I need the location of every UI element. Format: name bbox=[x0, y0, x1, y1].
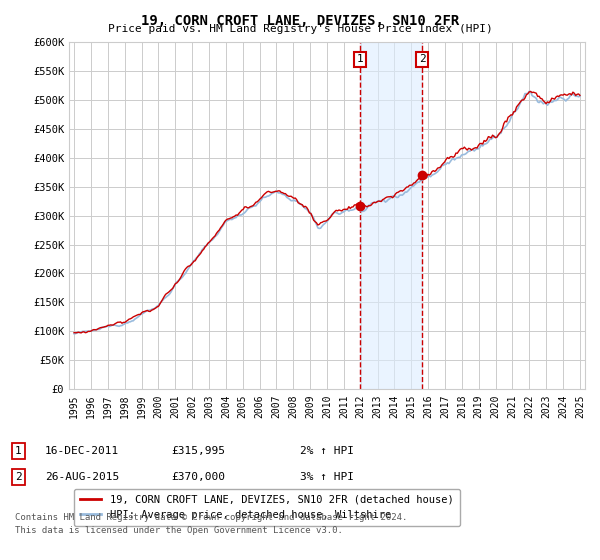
Text: This data is licensed under the Open Government Licence v3.0.: This data is licensed under the Open Gov… bbox=[15, 526, 343, 535]
Text: £370,000: £370,000 bbox=[171, 472, 225, 482]
Text: 26-AUG-2015: 26-AUG-2015 bbox=[45, 472, 119, 482]
Text: 2% ↑ HPI: 2% ↑ HPI bbox=[300, 446, 354, 456]
Text: 2: 2 bbox=[419, 54, 425, 64]
Text: £315,995: £315,995 bbox=[171, 446, 225, 456]
Text: Contains HM Land Registry data © Crown copyright and database right 2024.: Contains HM Land Registry data © Crown c… bbox=[15, 513, 407, 522]
Text: Price paid vs. HM Land Registry's House Price Index (HPI): Price paid vs. HM Land Registry's House … bbox=[107, 24, 493, 34]
Text: 1: 1 bbox=[15, 446, 22, 456]
Legend: 19, CORN CROFT LANE, DEVIZES, SN10 2FR (detached house), HPI: Average price, det: 19, CORN CROFT LANE, DEVIZES, SN10 2FR (… bbox=[74, 489, 460, 526]
Bar bbox=[360, 42, 422, 389]
Text: 2: 2 bbox=[15, 472, 22, 482]
Text: 1: 1 bbox=[356, 54, 364, 64]
Text: 3% ↑ HPI: 3% ↑ HPI bbox=[300, 472, 354, 482]
Text: 19, CORN CROFT LANE, DEVIZES, SN10 2FR: 19, CORN CROFT LANE, DEVIZES, SN10 2FR bbox=[141, 14, 459, 28]
Text: 16-DEC-2011: 16-DEC-2011 bbox=[45, 446, 119, 456]
